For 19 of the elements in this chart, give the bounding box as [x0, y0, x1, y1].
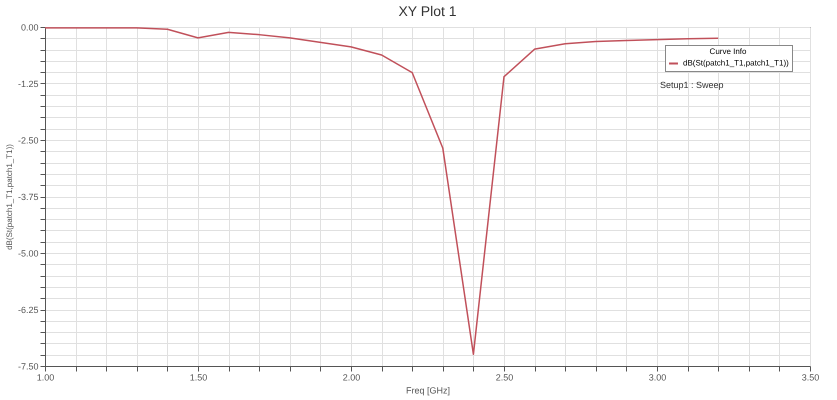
annotation: Setup1 : Sweep: [660, 80, 724, 90]
y-tick-label: -2.50: [18, 136, 38, 146]
legend-label: dB(St(patch1_T1,patch1_T1)): [683, 58, 790, 68]
y-tick-label: -5.00: [18, 248, 38, 258]
x-axis-title: Freq [GHz]: [406, 386, 450, 396]
y-tick-label: -7.50: [18, 362, 38, 372]
x-tick-label: 1.50: [190, 372, 208, 382]
y-axis-title: dB(St(patch1_T1,patch1_T1)): [4, 144, 14, 250]
x-tick-label: 1.00: [36, 372, 54, 382]
y-tick-label: -6.25: [18, 305, 38, 315]
x-tick-label: 3.00: [648, 372, 666, 382]
y-tick-label: 0.00: [20, 22, 38, 32]
y-tick-label: -1.25: [18, 79, 38, 89]
x-tick-label: 2.50: [496, 372, 514, 382]
legend-title: Curve Info: [710, 47, 748, 56]
x-tick-label: 3.50: [802, 372, 820, 382]
x-tick-label: 2.00: [342, 372, 360, 382]
y-tick-label: -3.75: [18, 192, 38, 202]
chart-title: XY Plot 1: [398, 3, 457, 19]
